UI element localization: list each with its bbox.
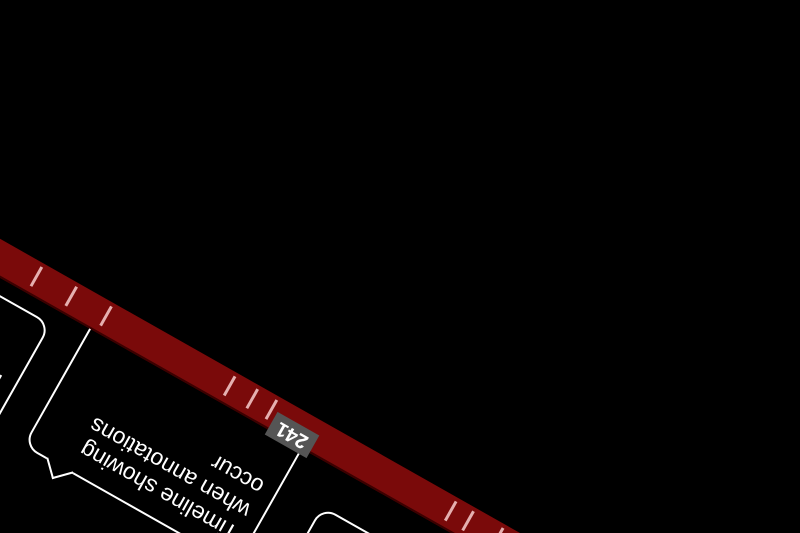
- timeline-tick: [29, 266, 44, 287]
- timeline-tick: [443, 500, 458, 522]
- timeline-tick: [99, 305, 113, 327]
- timeline-tick: [64, 286, 78, 307]
- timeline-tick: [222, 375, 237, 397]
- timeline-tick: [490, 527, 505, 533]
- timeline-tick: [245, 388, 259, 410]
- inotes-screen: Loading... J Using iNotes Content update…: [0, 30, 795, 533]
- timeline-tick: [461, 510, 475, 532]
